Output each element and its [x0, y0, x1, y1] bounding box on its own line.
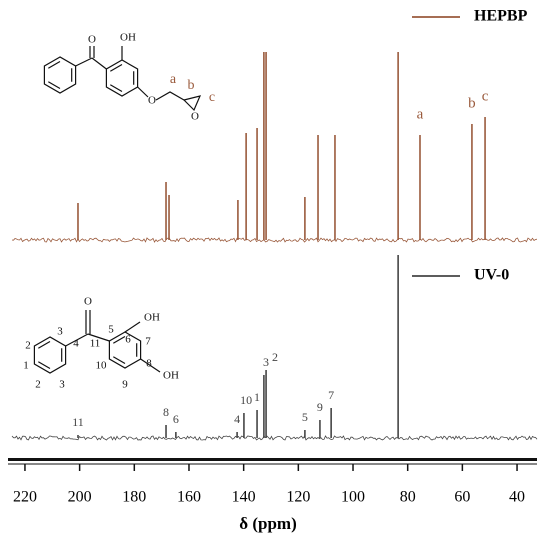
peak-label: 5	[302, 410, 308, 424]
double-bond	[38, 340, 51, 349]
position-label: c	[209, 90, 215, 105]
atom-label: OH	[163, 370, 179, 382]
peak-label: 1	[254, 390, 260, 404]
atom-label: O	[148, 95, 156, 107]
ring	[105, 59, 139, 97]
atom-label: OH	[144, 312, 160, 324]
atom-number: 2	[25, 340, 31, 352]
peak-label: 7	[328, 388, 334, 402]
atom-label: O	[84, 296, 92, 308]
x-axis	[8, 458, 537, 461]
position-label: a	[170, 72, 177, 87]
peak-label: 8	[163, 405, 169, 419]
peak-label: 11	[72, 415, 84, 429]
ring	[43, 56, 77, 94]
atom-number: 11	[90, 338, 101, 350]
double-bond	[110, 63, 123, 72]
x-tick-label: 200	[68, 489, 92, 506]
atom-number: 3	[57, 326, 63, 338]
peak-label: 4	[234, 412, 240, 426]
hepbp-structure: O OH O O a b c	[43, 32, 215, 123]
double-bond	[110, 84, 123, 93]
legend-label: HEPBP	[474, 8, 528, 25]
atom-number: 8	[146, 358, 152, 370]
x-tick-label: 100	[341, 489, 365, 506]
x-tick-label: 180	[122, 489, 146, 506]
x-tick-label: 160	[177, 489, 201, 506]
peak-label: a	[417, 106, 424, 122]
peak-label: 2	[272, 350, 278, 364]
double-bond	[38, 361, 51, 370]
peak-label: 9	[317, 400, 323, 414]
double-bond	[48, 81, 61, 90]
atom-number: 1	[23, 360, 29, 372]
double-bond	[113, 335, 126, 344]
atom-number: 5	[108, 324, 114, 336]
x-tick-label: 60	[454, 489, 470, 506]
position-label: b	[188, 78, 195, 93]
atom-number: 9	[122, 379, 128, 391]
atom-number: 7	[145, 336, 151, 348]
peak-label: b	[468, 95, 476, 111]
ring	[108, 331, 142, 369]
atom-number: 10	[96, 360, 108, 372]
x-tick-label: 220	[13, 489, 37, 506]
atom-number: 4	[73, 338, 79, 350]
double-bond	[113, 356, 126, 365]
ring	[33, 336, 67, 374]
x-tick-label: 140	[232, 489, 256, 506]
baseline-noise	[11, 237, 538, 243]
peak-label: 10	[240, 393, 252, 407]
atom-label: O	[191, 111, 199, 123]
x-axis-label: δ (ppm)	[239, 514, 296, 533]
peak-label: 3	[263, 355, 269, 369]
legend-label: UV-0	[474, 267, 509, 284]
uv0-structure: O 11 1 2 3 4 2 3 5 6 7 8 9 10 OH OH	[23, 296, 179, 391]
atom-number: 3	[59, 379, 65, 391]
atom-number: 2	[35, 379, 41, 391]
x-tick-label: 40	[509, 489, 525, 506]
baseline-noise	[11, 435, 538, 441]
atom-label: O	[88, 34, 96, 46]
atom-number: 6	[125, 334, 131, 346]
double-bond	[48, 60, 61, 69]
x-tick-label: 120	[286, 489, 310, 506]
peak-label: 6	[173, 412, 179, 426]
x-tick-label: 80	[400, 489, 416, 506]
peak-label: c	[482, 88, 489, 104]
atom-label: OH	[120, 32, 136, 44]
